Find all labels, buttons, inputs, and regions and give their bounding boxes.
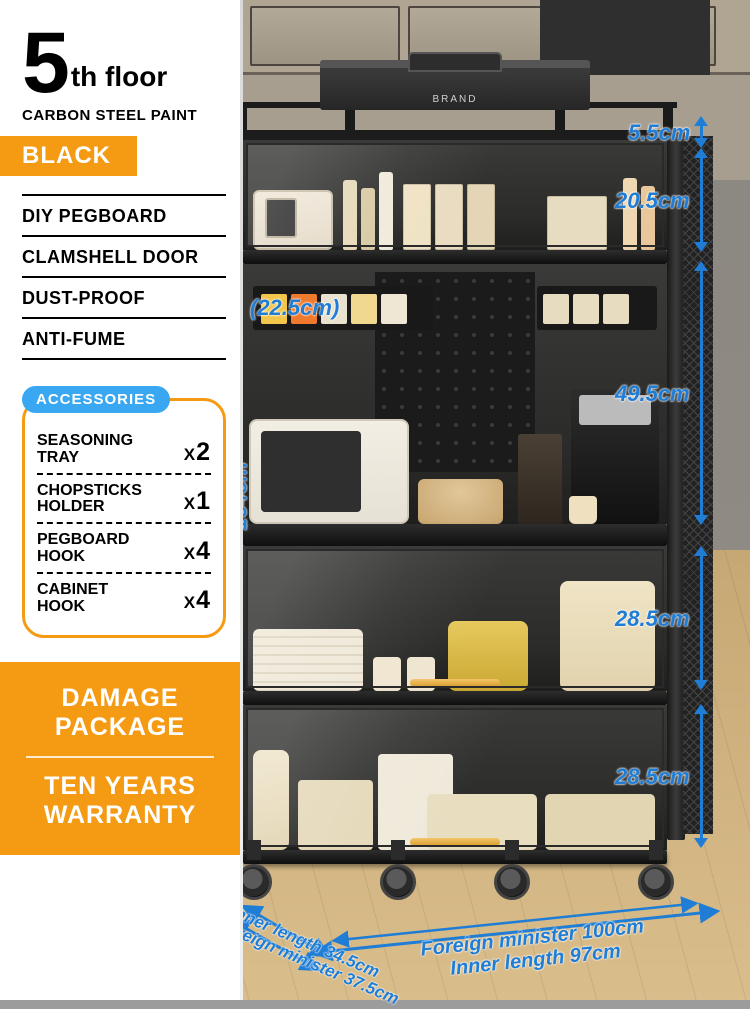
feature-item: CLAMSHELL DOOR [22, 237, 226, 278]
color-badge: BLACK [0, 136, 137, 176]
title: 5 th floor [22, 30, 226, 97]
bread-icon [418, 479, 503, 524]
grill-brand: BRAND [432, 94, 477, 105]
drawer-handle [410, 838, 500, 846]
material-line: CARBON STEEL PAINT [22, 107, 226, 124]
guarantee-line: TEN YEARS WARRANTY [8, 772, 232, 830]
toaster-icon [253, 190, 333, 250]
info-panel: 5 th floor CARBON STEEL PAINT BLACK DIY … [0, 0, 240, 1000]
accessory-row: PEGBOARD HOOK X4 [37, 524, 211, 574]
pot-icon [560, 581, 655, 691]
accessory-qty: X4 [184, 586, 211, 615]
accessory-qty: X2 [184, 438, 211, 467]
feature-item: ANTI-FUME [22, 319, 226, 360]
spice-tray [537, 286, 657, 330]
tier-1 [243, 140, 667, 250]
accessory-row: CHOPSTICKS HOLDER X1 [37, 475, 211, 525]
guarantee-block: DAMAGE PACKAGE TEN YEARS WARRANTY [0, 662, 240, 855]
accessories-title: ACCESSORIES [22, 386, 170, 413]
caster-wheel-icon [489, 840, 535, 900]
dim-hook-depth: (22.5cm) [250, 295, 339, 321]
floor-suffix: th floor [71, 63, 167, 91]
accessory-name: CABINET HOOK [37, 582, 157, 616]
microwave-icon [249, 419, 409, 524]
floor-number: 5 [22, 30, 67, 97]
electric-grill: BRAND [320, 60, 590, 110]
plates-icon [253, 629, 363, 691]
feature-list: DIY PEGBOARD CLAMSHELL DOOR DUST-PROOF A… [22, 194, 226, 360]
mug-icon [569, 496, 597, 524]
caster-wheel-icon [375, 840, 421, 900]
guarantee-line: DAMAGE PACKAGE [8, 684, 232, 742]
accessory-name: CHOPSTICKS HOLDER [37, 483, 157, 517]
drawer-handle [410, 679, 500, 687]
accessory-qty: X1 [184, 487, 211, 516]
accessory-qty: X4 [184, 537, 211, 566]
accessories-card: SEASONING TRAY X2 CHOPSTICKS HOLDER X1 P… [22, 398, 226, 638]
feature-item: DUST-PROOF [22, 278, 226, 319]
knife-block-icon [518, 434, 562, 524]
accessory-name: PEGBOARD HOOK [37, 532, 157, 566]
tier-3-drawer [243, 546, 667, 691]
feature-item: DIY PEGBOARD [22, 194, 226, 237]
accessory-name: SEASONING TRAY [37, 433, 157, 467]
tier-4-drawer [243, 705, 667, 850]
caster-wheel-icon [633, 840, 679, 900]
accessory-row: CABINET HOOK X4 [37, 574, 211, 622]
accessory-row: SEASONING TRAY X2 [37, 425, 211, 475]
